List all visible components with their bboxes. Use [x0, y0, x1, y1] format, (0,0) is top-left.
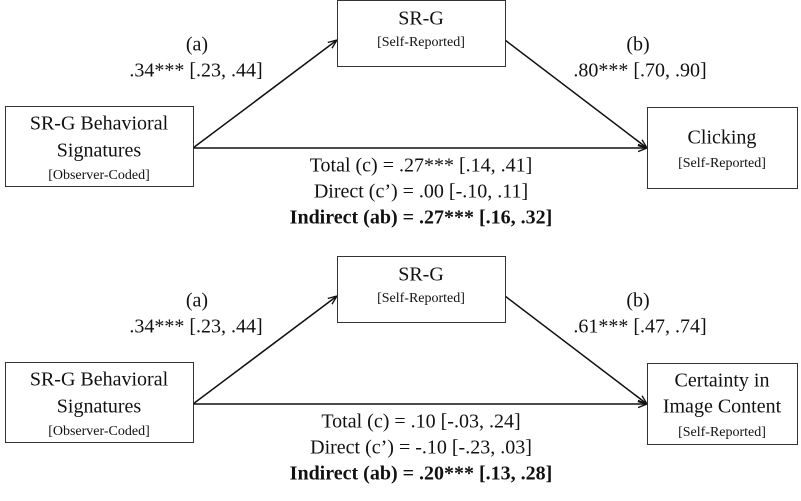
predictor-box — [5, 362, 194, 443]
direct-effect: Direct (c’) = .00 [-.10, .11] — [314, 181, 528, 203]
arrow-b — [504, 295, 647, 404]
mediator-box — [337, 0, 506, 67]
outcome-label: Certainty in — [675, 370, 770, 392]
path-a-value: .34*** [.23, .44] — [129, 60, 262, 82]
outcome-sublabel: [Self-Reported] — [678, 156, 766, 171]
path-a-label: (a) — [186, 290, 208, 312]
mediator-box — [337, 256, 506, 323]
arrow-b — [504, 39, 647, 148]
outcome-label: Image Content — [663, 396, 782, 418]
path-b-value: .80*** [.70, .90] — [573, 60, 706, 82]
predictor-label: SR-G Behavioral — [30, 113, 169, 135]
predictor-label: Signatures — [57, 396, 142, 418]
predictor-sublabel: [Observer-Coded] — [48, 424, 150, 439]
outcome-box — [647, 363, 798, 445]
mediator-sublabel: [Self-Reported] — [377, 291, 465, 306]
predictor-box — [5, 106, 194, 187]
outcome-label: Clicking — [688, 127, 757, 149]
indirect-effect: Indirect (ab) = .27*** [.16, .32] — [290, 207, 553, 229]
path-b-label: (b) — [626, 34, 649, 56]
outcome-sublabel: [Self-Reported] — [678, 425, 766, 440]
path-a-label: (a) — [186, 34, 208, 56]
indirect-effect: Indirect (ab) = .20*** [.13, .28] — [290, 463, 553, 485]
path-b-label: (b) — [626, 290, 649, 312]
path-b-value: .61*** [.47, .74] — [573, 316, 706, 338]
arrow-a — [192, 40, 337, 149]
mediator-label: SR-G — [398, 8, 444, 30]
total-effect: Total (c) = .27*** [.14, .41] — [310, 155, 533, 177]
predictor-label: Signatures — [57, 140, 142, 162]
mediator-label: SR-G — [398, 264, 444, 286]
total-effect: Total (c) = .10 [-.03, .24] — [321, 411, 520, 433]
predictor-sublabel: [Observer-Coded] — [48, 168, 150, 183]
predictor-label: SR-G Behavioral — [30, 369, 169, 391]
outcome-box — [647, 107, 798, 189]
mediator-sublabel: [Self-Reported] — [377, 35, 465, 50]
arrow-a — [192, 296, 337, 405]
path-a-value: .34*** [.23, .44] — [129, 316, 262, 338]
direct-effect: Direct (c’) = -.10 [-.23, .03] — [310, 437, 532, 459]
